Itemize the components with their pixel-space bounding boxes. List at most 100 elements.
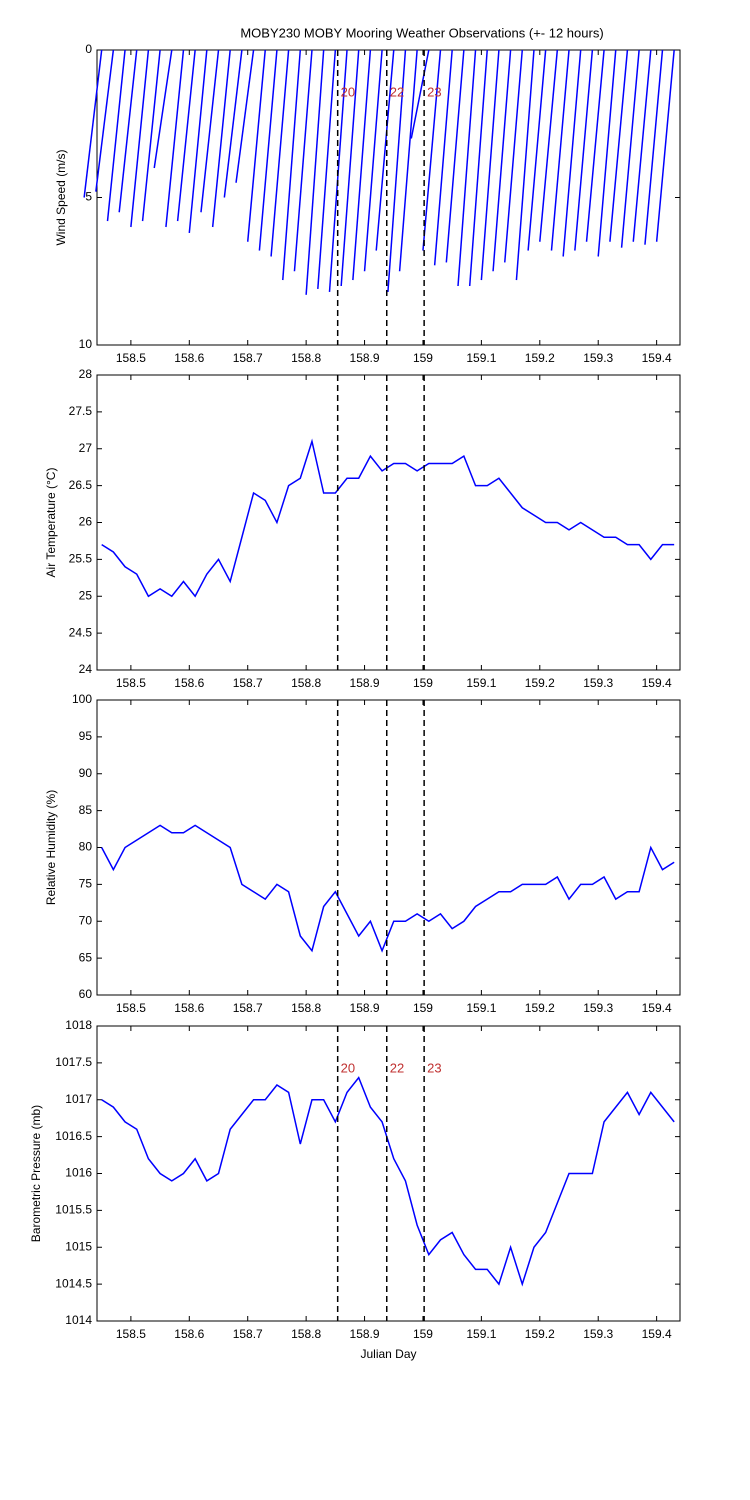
wind-stick [597,49,617,257]
y-tick-label: 26.5 [69,478,93,492]
wind-stick [352,49,372,281]
x-tick-label: 159 [413,1327,433,1341]
x-tick-label: 159.2 [525,1327,555,1341]
data-line [101,438,675,598]
y-tick-label: 90 [79,766,93,780]
y-tick-label: 1017 [65,1092,92,1106]
event-label: 23 [427,84,441,99]
wind-stick [632,49,652,242]
y-tick-label: 1016.5 [55,1129,92,1143]
wind-stick [141,49,161,222]
event-label: 22 [390,1060,404,1075]
wind-stick [363,49,383,272]
x-tick-label: 159.1 [466,351,496,365]
wind-stick [176,49,196,222]
event-label: 20 [341,1060,355,1075]
y-tick-label: 24.5 [69,625,93,639]
x-tick-label: 159.1 [466,676,496,690]
x-tick-label: 159 [413,676,433,690]
wind-stick [211,49,231,228]
x-tick-label: 158.8 [291,351,321,365]
wind-stick [200,49,220,213]
y-tick-label: 70 [79,913,93,927]
y-tick-label: 1014.5 [55,1276,92,1290]
x-tick-label: 159.4 [642,1327,672,1341]
wind-stick [562,49,582,257]
y-tick-label: 1014 [65,1313,92,1327]
wind-stick [317,49,337,290]
x-tick-label: 158.6 [174,1327,204,1341]
wind-stick [655,49,675,242]
wind-stick [130,49,150,228]
wind-stick [270,49,290,257]
wind-stick [609,49,629,242]
y-tick-label: 25 [79,588,93,602]
data-line [101,1076,675,1287]
event-label: 22 [390,84,404,99]
wind-stick [574,49,594,251]
x-tick-label: 158.6 [174,351,204,365]
data-line [101,824,675,953]
y-tick-label: 1015 [65,1239,92,1253]
x-tick-label: 158.9 [350,1327,380,1341]
x-tick-label: 158.7 [233,351,263,365]
wind-stick [293,49,313,272]
x-tick-label: 158.7 [233,1001,263,1015]
y-tick-label: 1017.5 [55,1055,92,1069]
x-tick-label: 158.9 [350,1001,380,1015]
wind-stick [410,49,430,139]
wind-stick [83,49,103,198]
wind-stick [387,49,407,292]
x-tick-label: 158.6 [174,676,204,690]
wind-stick [118,49,138,213]
wind-stick [527,49,547,251]
wind-stick [153,49,173,169]
y-axis-label: Wind Speed (m/s) [54,149,68,245]
wind-stick [398,49,418,272]
wind-stick [235,49,255,183]
x-tick-label: 159.4 [642,351,672,365]
wind-stick [480,49,500,281]
y-tick-label: 85 [79,803,93,817]
wind-stick [515,49,535,281]
y-tick-label: 0 [85,42,92,56]
wind-stick [95,49,115,192]
wind-stick [445,49,465,263]
x-tick-label: 158.6 [174,1001,204,1015]
wind-stick [305,49,325,295]
y-tick-label: 28 [79,367,93,381]
wind-stick [504,49,524,263]
wind-stick [246,49,266,242]
x-tick-label: 158.5 [116,1001,146,1015]
y-tick-label: 25.5 [69,552,93,566]
y-axis-label: Relative Humidity (%) [44,790,58,905]
x-tick-label: 159.4 [642,1001,672,1015]
wind-stick [620,49,640,248]
x-tick-label: 158.5 [116,1327,146,1341]
wind-stick [258,49,278,251]
y-tick-label: 24 [79,662,93,676]
x-tick-label: 159 [413,1001,433,1015]
y-tick-label: 27.5 [69,404,93,418]
y-tick-label: 10 [79,337,93,351]
wind-stick [375,49,395,251]
wind-stick [165,49,185,228]
wind-stick [282,49,302,281]
wind-stick [585,49,605,242]
y-tick-label: 1018 [65,1018,92,1032]
x-tick-label: 159.2 [525,351,555,365]
x-tick-label: 159.3 [583,1327,613,1341]
x-tick-label: 158.8 [291,1001,321,1015]
wind-stick [457,49,477,287]
x-tick-label: 159 [413,351,433,365]
wind-stick [539,49,559,242]
x-tick-label: 159.1 [466,1001,496,1015]
y-tick-label: 1016 [65,1166,92,1180]
wind-stick [550,49,570,251]
y-tick-label: 5 [85,190,92,204]
y-axis-label: Barometric Pressure (mb) [29,1105,43,1242]
chart-title: MOBY230 MOBY Mooring Weather Observation… [240,25,603,40]
x-tick-label: 159.1 [466,1327,496,1341]
wind-stick [433,49,453,266]
